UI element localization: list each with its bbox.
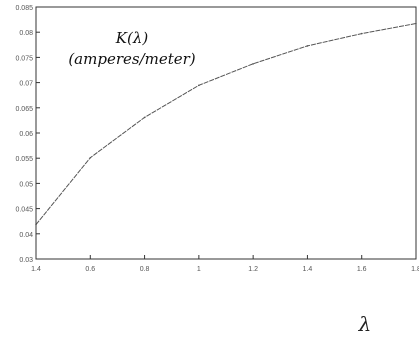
y-axis-ticks: 0.03 0.04 0.045 0.05 0.055 0.06 0.065 0.07 0.075… [15, 5, 40, 264]
data-point [198, 84, 200, 87]
y-tick-label: 0.07 [19, 81, 33, 88]
x-axis-label: λ [358, 312, 372, 336]
y-tick-label: 0.08 [19, 30, 33, 37]
x-tick-label: 0.6 [85, 266, 95, 273]
x-tick-label: 1.8 [411, 266, 419, 273]
chart-subtitle: (amperes/meter) [68, 50, 195, 68]
data-point [35, 223, 37, 226]
x-tick-label: 1.4 [303, 266, 313, 273]
y-tick-label: 0.055 [15, 156, 33, 163]
x-tick-label: 1 [197, 266, 201, 273]
series-line [35, 23, 417, 225]
data-point [143, 116, 146, 119]
x-tick-label: 1.4 [31, 266, 41, 273]
y-tick-label: 0.06 [19, 131, 33, 138]
chart-title: K(λ) [115, 29, 149, 47]
data-point [306, 45, 309, 47]
y-tick-label: 0.065 [15, 106, 33, 113]
data-point [415, 22, 417, 25]
data-point [252, 63, 254, 65]
x-axis-ticks: 1.4 0.6 0.8 1 1.2 1.4 1.6 1.8 [31, 255, 419, 273]
data-point [360, 32, 363, 35]
series-points [35, 22, 417, 226]
x-tick-label: 1.6 [357, 266, 367, 273]
y-tick-label: 0.04 [19, 232, 33, 239]
y-tick-label: 0.075 [15, 55, 33, 62]
x-tick-label: 1.2 [248, 266, 258, 273]
y-tick-label: 0.085 [15, 5, 33, 12]
y-tick-label: 0.045 [15, 207, 33, 214]
y-tick-label: 0.03 [19, 257, 33, 264]
plot-frame [35, 6, 417, 260]
y-tick-label: 0.05 [19, 181, 33, 188]
data-point [89, 156, 92, 159]
x-tick-label: 0.8 [140, 266, 150, 273]
